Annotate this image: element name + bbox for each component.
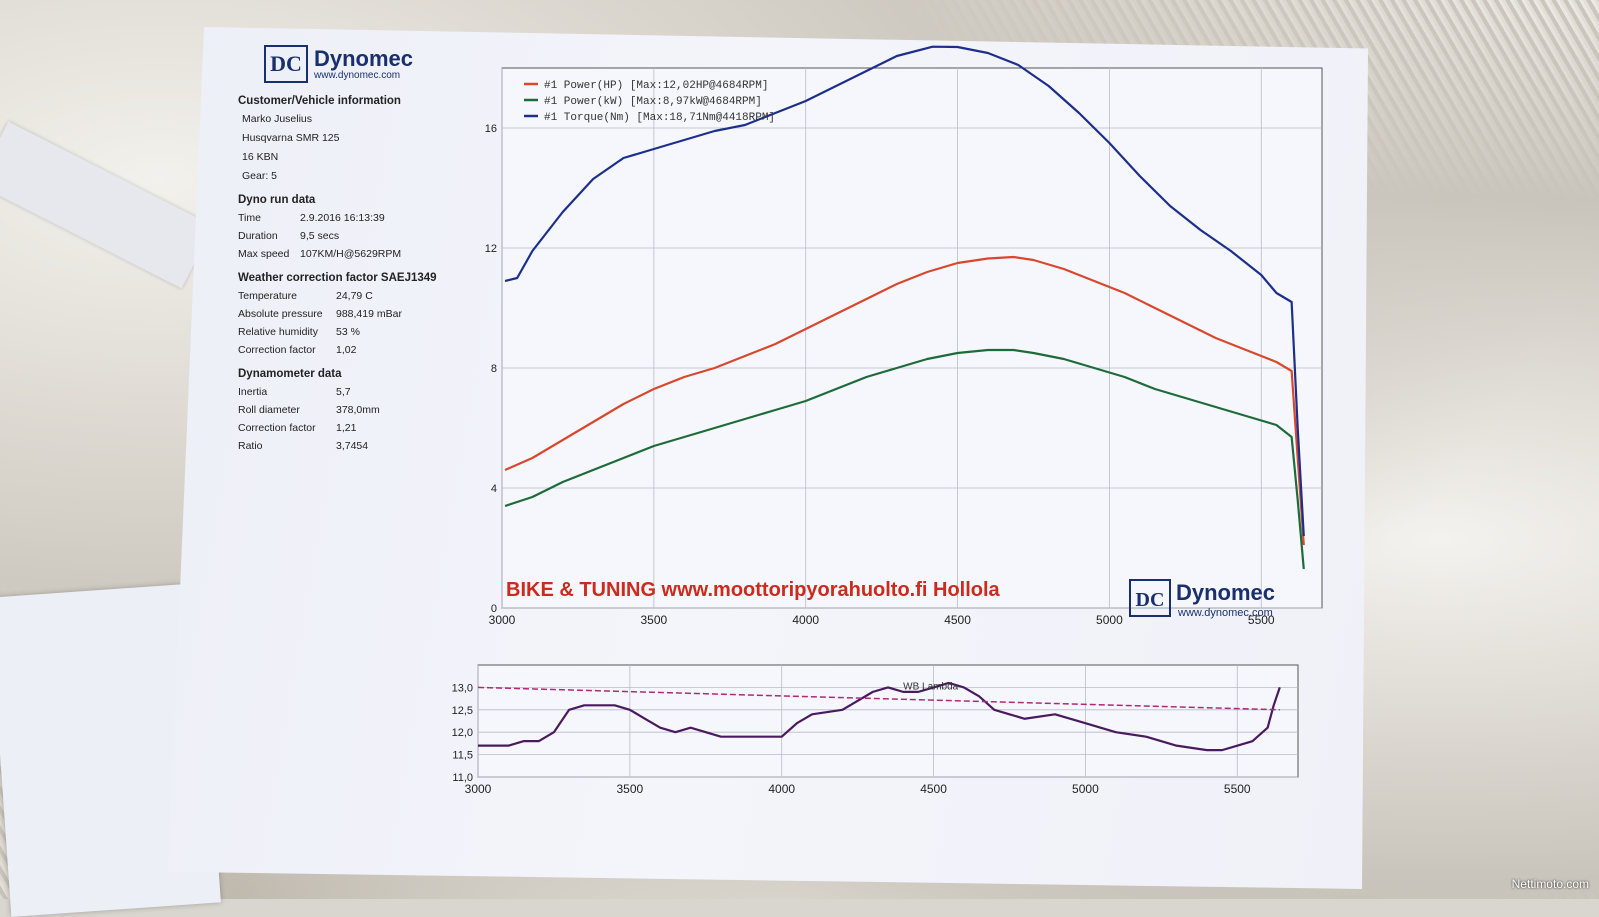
row-label: Absolute pressure <box>238 308 323 320</box>
info-panel: DC Dynomec www.dynomec.com Customer/Vehi… <box>230 45 460 458</box>
y-tick-label: 16 <box>485 123 497 135</box>
plot-frame <box>477 664 1299 778</box>
dyno-run-title: Dyno run data <box>238 194 316 206</box>
row-value: 1,21 <box>336 422 357 434</box>
row-value: 2.9.2016 16:13:39 <box>300 212 385 224</box>
weather-row: Relative humidity 53 % <box>238 326 460 338</box>
row-label: Max speed <box>238 248 290 260</box>
y-tick-label: 0 <box>491 603 497 615</box>
row-label: Correction factor <box>238 422 316 434</box>
y-tick-label: 4 <box>491 483 497 495</box>
row-value: 107KM/H@5629RPM <box>300 248 402 260</box>
dyno-run-row: Duration 9,5 secs <box>238 230 460 242</box>
charts-area: 3000 3500 4000 4500 5000 5500 0 4 8 12 16 #1 Power(… <box>440 40 1350 830</box>
x-tick-label: 3500 <box>617 782 644 796</box>
x-tick-label: 4000 <box>792 613 819 627</box>
series-line-0 <box>478 681 1281 752</box>
brand-name: Dynomec <box>314 45 414 71</box>
row-label: Duration <box>238 230 278 242</box>
x-tick-label: 3000 <box>465 782 492 796</box>
logo-brand-url: www.dynomec.com <box>1177 607 1273 619</box>
x-tick-label: 3000 <box>489 613 516 627</box>
dc-logo-icon <box>1129 579 1171 617</box>
row-label: Correction factor <box>238 344 316 356</box>
y-tick-label: 11,5 <box>452 750 473 762</box>
row-label: Roll diameter <box>238 404 300 416</box>
dynamometer-title: Dynamometer data <box>238 368 342 380</box>
row-value: 5,7 <box>336 386 351 398</box>
weather-row: Correction factor 1,02 <box>238 344 460 356</box>
plot-frame <box>501 67 1323 609</box>
series-line-2 <box>504 45 1305 537</box>
tuning-annotation: BIKE & TUNING www.moottoripyorahuolto.fi… <box>506 579 1001 601</box>
row-value: 1,02 <box>336 344 357 356</box>
y-tick-label: 13,0 <box>452 682 473 694</box>
row-label: Ratio <box>238 440 263 452</box>
customer-line: 16 KBN <box>242 151 279 163</box>
legend-entry: #1 Power(HP) [Max:12,02HP@4684RPM] <box>544 80 768 92</box>
weather-title: Weather correction factor SAEJ1349 <box>238 272 437 284</box>
lambda-series-label: WB Lambda <box>903 681 958 692</box>
x-tick-label: 4000 <box>768 782 795 796</box>
dynamometer-row: Correction factor 1,21 <box>238 422 460 434</box>
dynamometer-row: Inertia 5,7 <box>238 386 460 398</box>
watermark: Nettimoto.com <box>1511 877 1589 891</box>
row-value: 3,7454 <box>336 440 369 452</box>
row-value: 9,5 secs <box>300 230 340 242</box>
row-value: 378,0mm <box>336 404 380 416</box>
dynamometer-row: Ratio 3,7454 <box>238 440 460 452</box>
brand-logo: DC Dynomec www.dynomec.com <box>264 45 460 83</box>
y-tick-label: 11,0 <box>452 772 473 784</box>
dyno-run-row: Time 2.9.2016 16:13:39 <box>238 212 460 224</box>
chart-logo: DC Dynomec www.dynomec.com <box>1129 579 1275 619</box>
row-label: Time <box>238 212 261 224</box>
customer-title: Customer/Vehicle information <box>238 95 401 107</box>
customer-line: Gear: 5 <box>242 170 278 182</box>
row-label: Temperature <box>238 290 297 302</box>
x-tick-label: 5500 <box>1248 613 1275 627</box>
customer-line: Husqvarna SMR 125 <box>242 132 340 144</box>
y-tick-label: 12,0 <box>452 727 473 739</box>
y-tick-label: 12 <box>485 243 497 255</box>
x-tick-label: 3500 <box>641 613 668 627</box>
y-tick-label: 8 <box>491 363 497 375</box>
dynamometer-row: Roll diameter 378,0mm <box>238 404 460 416</box>
dyno-charts-svg: 3000 3500 4000 4500 5000 5500 0 4 8 12 16 #1 Power(… <box>452 45 1323 796</box>
series-line-1 <box>504 348 1305 570</box>
reference-line <box>477 686 1280 711</box>
weather-row: Temperature 24,79 C <box>238 290 460 302</box>
series-line-0 <box>504 255 1305 546</box>
row-value: 988,419 mBar <box>336 308 402 320</box>
lambda-chart: 3000 3500 4000 4500 5000 5500 11,0 11,5 12,0 12,5… <box>452 664 1299 796</box>
row-label: Relative humidity <box>238 326 318 338</box>
dyno-power-torque-chart: 3000 3500 4000 4500 5000 5500 0 4 8 12 16 #1 Power(… <box>485 45 1323 627</box>
weather-row: Absolute pressure 988,419 mBar <box>238 308 460 320</box>
brand-url: www.dynomec.com <box>314 69 401 81</box>
row-label: Inertia <box>238 386 268 398</box>
x-tick-label: 5000 <box>1096 613 1123 627</box>
logo-brand-name: Dynomec <box>1176 580 1275 605</box>
x-tick-label: 5500 <box>1224 782 1251 796</box>
dc-logo-icon: DC <box>264 45 308 83</box>
legend-entry: #1 Torque(Nm) [Max:18,71Nm@4418RPM] <box>544 112 775 124</box>
dyno-run-row: Max speed 107KM/H@5629RPM <box>238 248 460 260</box>
customer-line: Marko Juselius <box>242 113 313 125</box>
dc-logo-mark: DC <box>1136 589 1165 611</box>
row-value: 53 % <box>336 326 360 338</box>
x-tick-label: 4500 <box>920 782 947 796</box>
x-tick-label: 4500 <box>944 613 971 627</box>
y-tick-label: 12,5 <box>452 705 473 717</box>
row-value: 24,79 C <box>336 290 373 302</box>
legend-entry: #1 Power(kW) [Max:8,97kW@4684RPM] <box>544 96 762 108</box>
x-tick-label: 5000 <box>1072 782 1099 796</box>
